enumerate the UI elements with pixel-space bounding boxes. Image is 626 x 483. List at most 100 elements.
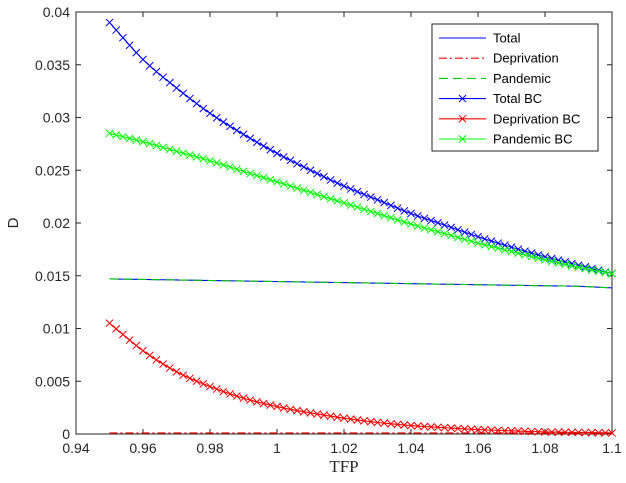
- data-point: [346, 415, 355, 424]
- legend-marker: [458, 114, 467, 123]
- data-point: [474, 232, 482, 241]
- data-point: [313, 410, 322, 418]
- data-point: [179, 89, 188, 98]
- data-point: [587, 428, 596, 437]
- data-point: [333, 196, 342, 205]
- data-point: [212, 385, 221, 394]
- data-point: [118, 132, 127, 141]
- data-point: [145, 351, 154, 360]
- series-total: [109, 278, 613, 289]
- data-point: [400, 421, 409, 429]
- data-point: [480, 425, 489, 434]
- data-point: [165, 364, 174, 372]
- x-tick-label: 1.04: [397, 440, 424, 456]
- data-point: [527, 427, 536, 436]
- y-tick-label: 0.015: [35, 268, 70, 284]
- data-point: [185, 94, 194, 103]
- data-point: [346, 201, 355, 210]
- legend-box: [431, 23, 599, 152]
- data-point: [179, 371, 188, 380]
- data-point: [587, 264, 596, 273]
- data-point: [139, 346, 147, 355]
- data-point: [360, 205, 369, 214]
- series-deprivation-bc: [105, 319, 616, 437]
- x-tick-label: 1.06: [464, 440, 491, 456]
- data-point: [125, 336, 134, 345]
- data-point: [427, 216, 436, 225]
- data-point: [520, 427, 529, 436]
- data-point: [447, 231, 456, 240]
- data-point: [172, 147, 181, 156]
- data-point: [534, 427, 543, 436]
- data-point: [507, 247, 516, 256]
- data-point: [386, 419, 395, 428]
- y-tick-label: 0.02: [43, 215, 70, 231]
- y-axis-title: D: [5, 217, 22, 228]
- data-point: [494, 426, 503, 435]
- data-point: [239, 394, 248, 403]
- data-point: [400, 218, 409, 226]
- data-point: [239, 167, 248, 176]
- data-point: [514, 245, 523, 254]
- data-point: [105, 129, 114, 138]
- data-point: [152, 67, 161, 76]
- data-point: [567, 428, 576, 437]
- data-point: [561, 428, 570, 437]
- data-point: [232, 165, 241, 174]
- data-point: [340, 182, 348, 191]
- data-point: [514, 427, 523, 436]
- data-point: [252, 397, 261, 406]
- data-point: [554, 428, 563, 437]
- data-point: [407, 421, 415, 430]
- data-point: [293, 406, 302, 415]
- data-point: [433, 218, 442, 227]
- legend-label: Deprivation: [493, 51, 559, 66]
- data-point: [380, 419, 389, 428]
- x-tick-label: 1.08: [531, 440, 558, 456]
- data-point: [219, 118, 228, 127]
- data-point: [259, 399, 268, 408]
- x-axis-title: TFP: [329, 457, 358, 476]
- data-point: [299, 186, 308, 195]
- data-point: [139, 137, 147, 146]
- data-point: [232, 392, 241, 401]
- data-point: [319, 172, 328, 181]
- data-point: [554, 259, 563, 267]
- data-point: [152, 355, 161, 364]
- data-point: [487, 242, 496, 251]
- data-point: [541, 427, 549, 436]
- data-point: [420, 214, 429, 223]
- data-point: [279, 180, 288, 188]
- data-point: [105, 18, 114, 27]
- data-point: [112, 131, 121, 139]
- y-tick-label: 0.025: [35, 162, 70, 178]
- data-point: [273, 177, 281, 186]
- data-point: [480, 240, 489, 249]
- data-point: [165, 78, 174, 87]
- data-point: [393, 420, 402, 429]
- y-tick-label: 0.03: [43, 110, 70, 126]
- data-point: [179, 149, 188, 158]
- data-point: [259, 142, 268, 150]
- y-tick-label: 0.005: [35, 373, 70, 389]
- data-point: [192, 152, 201, 161]
- x-tick-label: 1: [273, 440, 281, 456]
- data-point: [165, 145, 174, 154]
- data-point: [514, 249, 523, 258]
- data-point: [447, 424, 456, 433]
- data-point: [132, 136, 141, 144]
- data-point: [206, 382, 214, 391]
- data-point: [407, 220, 415, 229]
- data-point: [159, 143, 168, 152]
- data-point: [266, 145, 275, 154]
- data-point: [594, 428, 603, 437]
- data-point: [534, 254, 543, 263]
- data-point: [353, 187, 362, 196]
- data-point: [132, 341, 141, 350]
- data-point: [601, 428, 610, 437]
- y-tick-label: 0.035: [35, 57, 70, 73]
- data-point: [393, 215, 402, 224]
- data-point: [407, 209, 415, 218]
- series-layer: [105, 18, 616, 437]
- series-line: [109, 278, 613, 289]
